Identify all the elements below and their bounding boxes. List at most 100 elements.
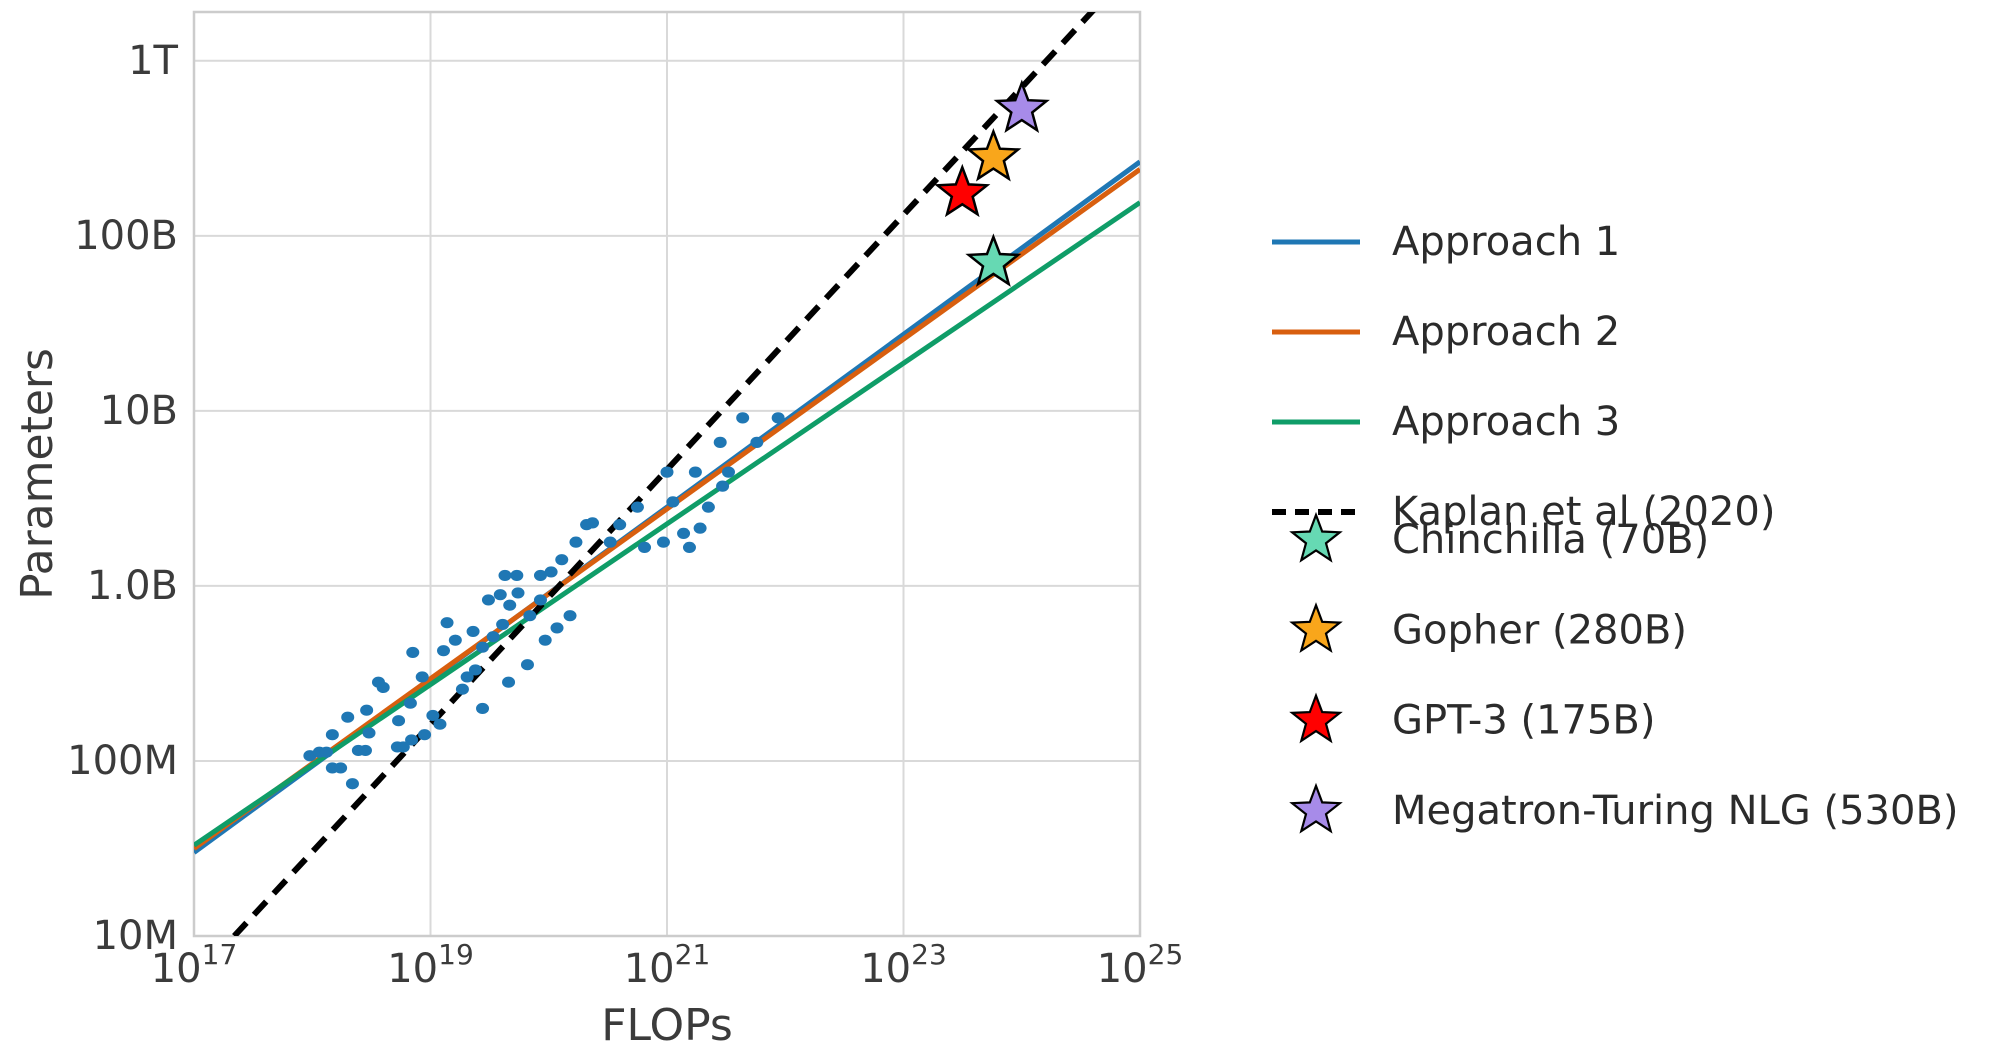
- scatter-point: [334, 762, 348, 774]
- scatter-points: [303, 412, 785, 790]
- scatter-point: [716, 480, 730, 492]
- scatter-point: [721, 466, 735, 478]
- star-megatron-turing-nlg-530b-: [993, 79, 1050, 133]
- scatter-point: [392, 715, 406, 727]
- scatter-point: [682, 541, 696, 554]
- scatter-point: [538, 634, 552, 646]
- scatter-point: [677, 527, 691, 540]
- scatter-point: [476, 641, 490, 653]
- scatter-point: [502, 676, 516, 688]
- scatter-point: [460, 671, 474, 683]
- scatter-point: [693, 522, 707, 534]
- scatter-point: [569, 536, 583, 548]
- star-gpt-3-175b-: [934, 163, 991, 218]
- scatter-point: [440, 617, 454, 629]
- scatter-point: [396, 741, 410, 753]
- legend-label: Approach 1: [1392, 219, 1620, 265]
- legend: Approach 1 Approach 2 Approach 3 Kaplan et …: [1272, 219, 1959, 834]
- scatter-point: [613, 519, 627, 531]
- legend-star-label: GPT-3 (175B): [1392, 698, 1655, 744]
- scatter-point: [510, 569, 524, 582]
- scatter-point: [496, 618, 510, 631]
- scatter-point: [701, 501, 715, 513]
- plot-border: [192, 10, 1142, 938]
- x-tick-label: 1025: [1097, 938, 1184, 992]
- legend-star-swatch: [1289, 782, 1343, 834]
- scatter-point: [406, 646, 420, 659]
- legend-star-swatch: [1289, 511, 1343, 563]
- scatter-point: [498, 569, 512, 582]
- scatter-point: [660, 466, 674, 478]
- axes-spines: [192, 10, 1142, 938]
- scatter-point: [638, 541, 652, 554]
- scatter-point: [433, 718, 447, 730]
- legend-star-label: Chinchilla (70B): [1392, 517, 1709, 563]
- scatter-point: [466, 625, 480, 638]
- scatter-point: [481, 594, 495, 606]
- legend-star-label: Megatron-Turing NLG (530B): [1392, 788, 1959, 834]
- scatter-point: [533, 594, 547, 606]
- x-tick-label: 1019: [387, 938, 474, 992]
- legend-star-swatch: [1289, 602, 1343, 654]
- y-tick-label: 10M: [93, 913, 178, 959]
- legend-label: Kaplan et al (2020): [1392, 489, 1775, 535]
- scatter-point: [319, 746, 333, 758]
- y-axis-label: Parameters: [12, 348, 63, 600]
- x-axis-ticks: 1017 1019 1021 1023 1025: [151, 938, 1184, 992]
- scatter-point: [656, 536, 670, 548]
- scatter-point: [750, 436, 764, 448]
- scatter-point: [418, 729, 432, 741]
- scatter-point: [437, 645, 451, 657]
- x-tick-label: 1017: [151, 938, 238, 992]
- scatter-point: [688, 466, 702, 478]
- y-tick-label: 1.0B: [87, 563, 178, 609]
- y-tick-label: 100M: [67, 738, 178, 784]
- scatter-point: [713, 436, 727, 448]
- scatter-point: [555, 554, 569, 566]
- scatter-point: [771, 412, 785, 424]
- scatter-point: [476, 702, 490, 715]
- scatter-point: [362, 727, 376, 739]
- scatter-point: [503, 599, 517, 611]
- x-tick-label: 1021: [624, 938, 711, 992]
- model-stars: [934, 79, 1050, 287]
- scatter-point: [493, 589, 507, 601]
- star-gopher-280b-: [965, 128, 1022, 182]
- y-tick-label: 10B: [100, 388, 178, 434]
- scatter-point: [376, 681, 390, 694]
- x-axis-label: FLOPs: [601, 1000, 733, 1051]
- star-chinchilla-70b-: [965, 233, 1022, 287]
- scatter-point: [523, 610, 537, 622]
- y-tick-label: 100B: [74, 213, 178, 259]
- scatter-point: [403, 697, 417, 709]
- scatter-point: [511, 587, 525, 599]
- y-tick-label: 1T: [128, 38, 178, 84]
- legend-label: Approach 3: [1392, 399, 1620, 445]
- scatter-point: [415, 671, 429, 683]
- scatter-point: [468, 664, 482, 676]
- scatter-point: [563, 610, 577, 622]
- scatter-point: [550, 622, 564, 634]
- scatter-point: [426, 709, 440, 722]
- y-axis-ticks: 1T 100B 10B 1.0B 100M 10M: [67, 38, 178, 959]
- scatter-point: [341, 711, 355, 723]
- scatter-point: [603, 536, 617, 548]
- scatter-point: [455, 683, 469, 695]
- scatter-point: [630, 501, 644, 513]
- scatter-point: [345, 778, 359, 790]
- line-kaplan-et-al-2020-: [232, 12, 1096, 936]
- legend-star-swatch: [1289, 692, 1343, 744]
- scatter-point: [666, 496, 680, 508]
- scatter-point: [325, 729, 339, 741]
- scatter-point: [358, 744, 372, 757]
- scatter-point: [586, 517, 600, 529]
- scatter-point: [486, 631, 500, 643]
- scatter-point: [520, 659, 534, 671]
- scatter-point: [405, 734, 419, 746]
- x-tick-label: 1023: [860, 938, 947, 992]
- scatter-point: [448, 634, 462, 646]
- scatter-point: [736, 412, 750, 424]
- scatter-point: [360, 704, 374, 716]
